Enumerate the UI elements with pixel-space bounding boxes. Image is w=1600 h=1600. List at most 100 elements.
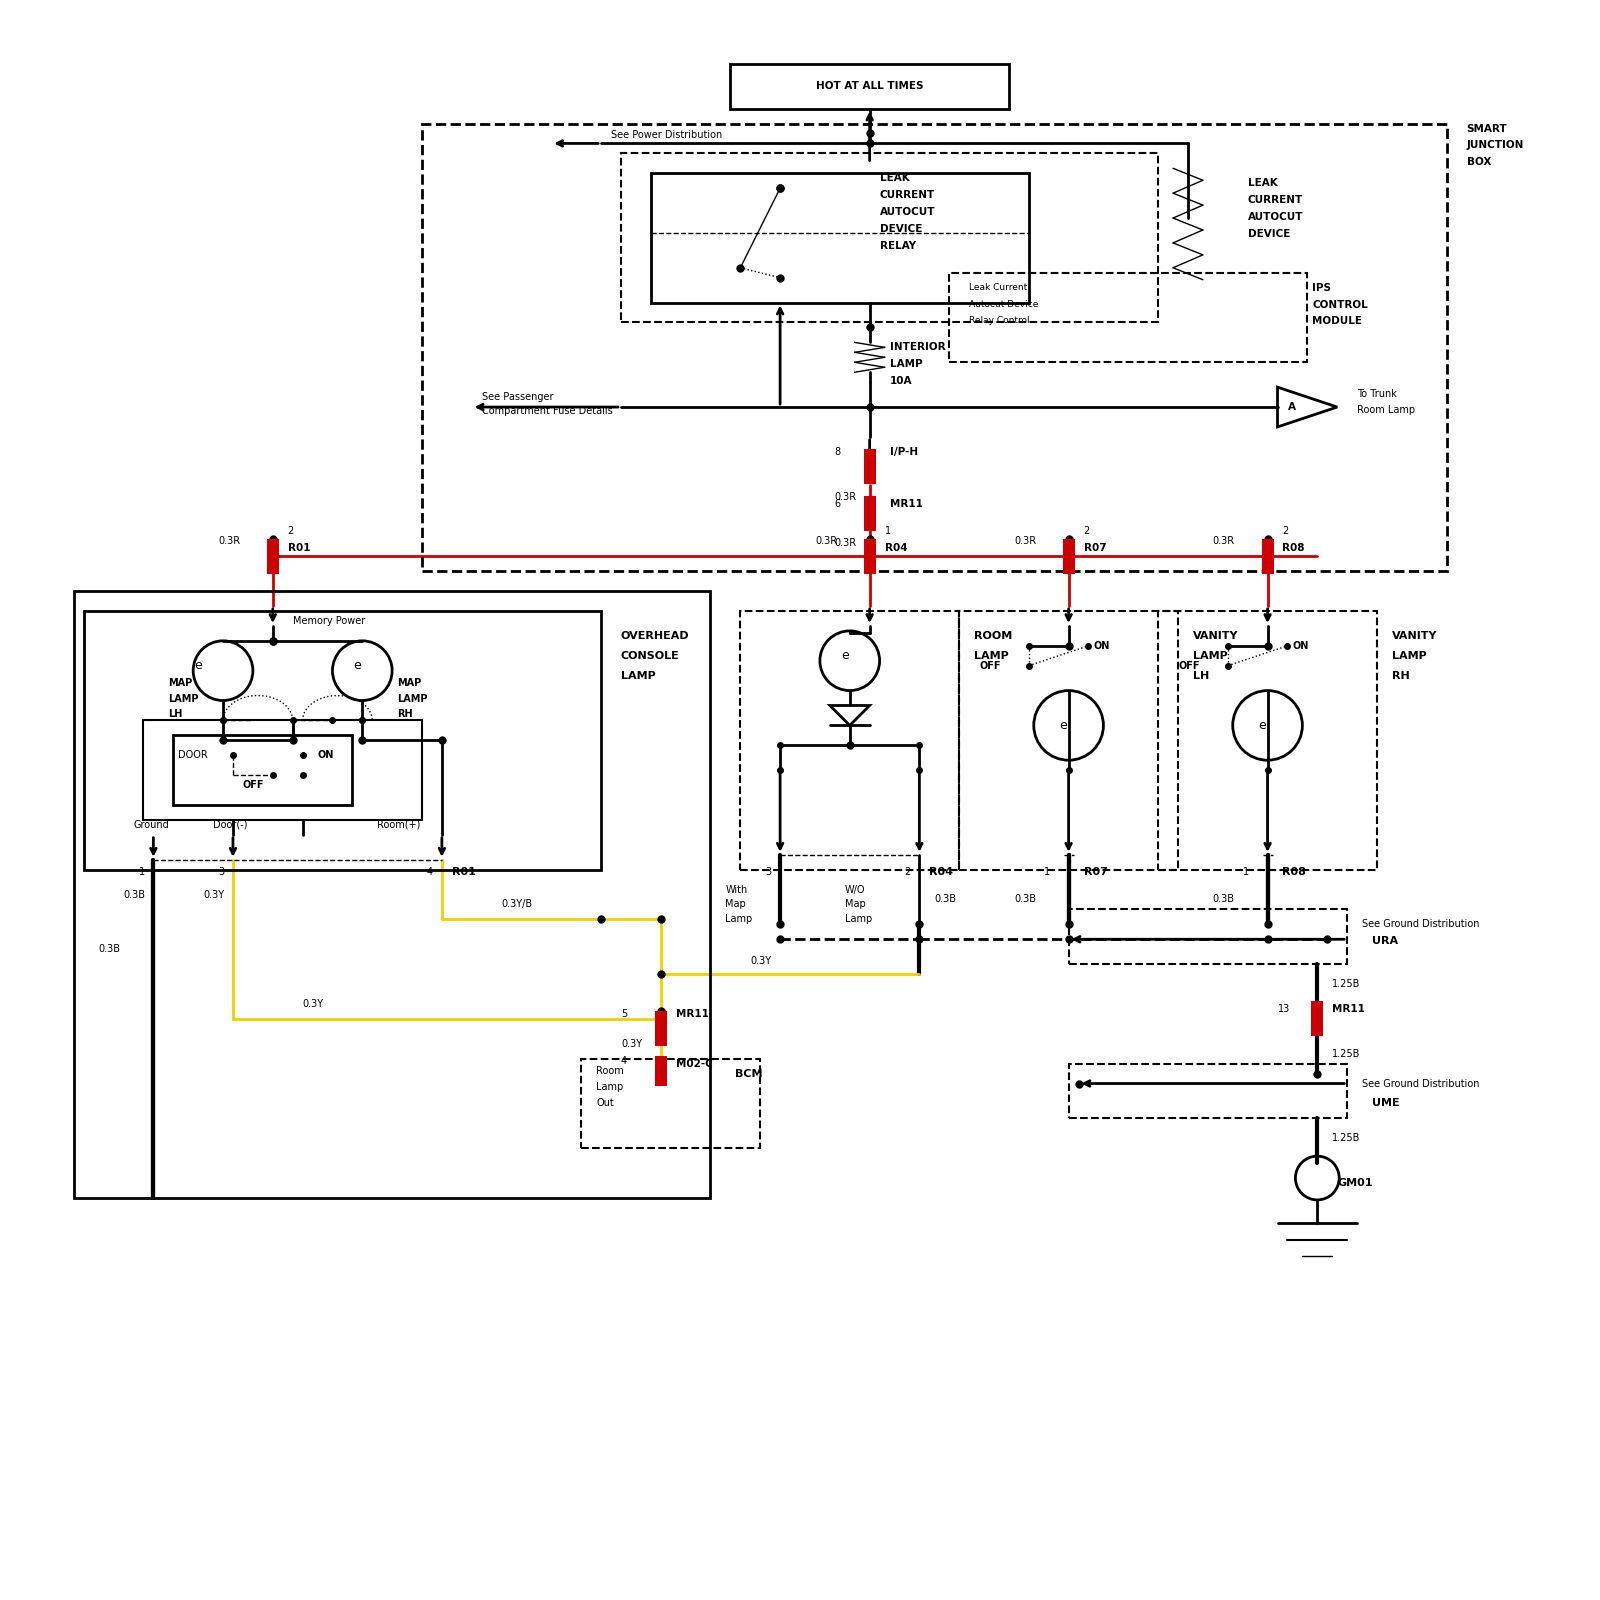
Text: 0.3R: 0.3R: [835, 491, 858, 501]
Text: RH: RH: [1392, 670, 1410, 680]
Text: 6: 6: [835, 499, 842, 509]
Text: W/O: W/O: [845, 885, 866, 894]
Text: Compartment Fuse Details: Compartment Fuse Details: [482, 406, 613, 416]
Text: MAP: MAP: [168, 678, 192, 688]
Text: URA: URA: [1373, 936, 1398, 946]
Text: LAMP: LAMP: [1194, 651, 1227, 661]
Text: ON: ON: [1093, 642, 1110, 651]
Bar: [267, 539, 278, 574]
Text: ON: ON: [1293, 642, 1309, 651]
Text: R01: R01: [451, 867, 475, 877]
Text: SMART: SMART: [1467, 123, 1507, 133]
Text: HOT AT ALL TIMES: HOT AT ALL TIMES: [816, 80, 923, 91]
Text: e: e: [194, 659, 202, 672]
Text: R08: R08: [1283, 867, 1306, 877]
Bar: [654, 1056, 667, 1085]
Text: 0.3R: 0.3R: [835, 538, 858, 549]
Text: AUTOCUT: AUTOCUT: [1248, 213, 1302, 222]
Text: 0.3Y: 0.3Y: [203, 890, 224, 899]
Text: e: e: [842, 650, 848, 662]
Text: 2: 2: [1083, 526, 1090, 536]
Text: 0.3B: 0.3B: [1213, 894, 1235, 904]
Text: CONSOLE: CONSOLE: [621, 651, 680, 661]
Text: 1: 1: [1243, 867, 1250, 877]
Text: 0.3Y/B: 0.3Y/B: [501, 899, 533, 909]
Text: 13: 13: [1277, 1003, 1290, 1014]
Text: LH: LH: [168, 709, 182, 720]
Text: Map: Map: [725, 899, 746, 909]
Text: 2: 2: [904, 867, 910, 877]
Text: 0.3R: 0.3R: [1213, 536, 1235, 546]
Text: 0.3B: 0.3B: [934, 894, 957, 904]
Bar: [651, 173, 1029, 302]
Text: 3: 3: [218, 867, 224, 877]
Text: LH: LH: [1194, 670, 1210, 680]
Bar: [1312, 1002, 1323, 1037]
Bar: [1069, 909, 1347, 965]
Bar: [1062, 539, 1075, 574]
Text: LEAK: LEAK: [1248, 178, 1277, 189]
Text: Memory Power: Memory Power: [293, 616, 365, 626]
Text: 3: 3: [765, 867, 771, 877]
Text: LEAK: LEAK: [880, 173, 909, 184]
Text: R08: R08: [1283, 544, 1306, 554]
Text: CURRENT: CURRENT: [880, 190, 934, 200]
Text: With: With: [725, 885, 747, 894]
Bar: [741, 611, 958, 870]
Text: IPS: IPS: [1312, 283, 1331, 293]
Text: Room(+): Room(+): [378, 819, 421, 830]
Bar: [422, 123, 1446, 571]
Bar: [864, 496, 875, 531]
Bar: [1158, 611, 1378, 870]
Text: 1: 1: [1043, 867, 1050, 877]
Text: VANITY: VANITY: [1194, 630, 1238, 642]
Text: Leak Current: Leak Current: [970, 283, 1027, 293]
Text: 4: 4: [427, 867, 434, 877]
Text: R07: R07: [1083, 544, 1106, 554]
Text: 1.25B: 1.25B: [1333, 1133, 1360, 1144]
Text: LAMP: LAMP: [974, 651, 1010, 661]
Text: Map: Map: [845, 899, 866, 909]
Text: JUNCTION: JUNCTION: [1467, 141, 1523, 150]
Bar: [1069, 1064, 1347, 1118]
Bar: [730, 64, 1010, 109]
Text: MR11: MR11: [890, 499, 923, 509]
Text: VANITY: VANITY: [1392, 630, 1437, 642]
Text: LAMP: LAMP: [1392, 651, 1427, 661]
Text: Room: Room: [597, 1066, 624, 1075]
Text: 0.3Y: 0.3Y: [302, 998, 323, 1010]
Text: 0.3R: 0.3R: [218, 536, 240, 546]
Text: Out: Out: [597, 1099, 614, 1109]
Text: RH: RH: [397, 709, 413, 720]
Text: OFF: OFF: [979, 661, 1000, 670]
Text: CURRENT: CURRENT: [1248, 195, 1302, 205]
Bar: [958, 611, 1178, 870]
Text: UME: UME: [1373, 1099, 1400, 1109]
Text: 0.3R: 0.3R: [1014, 536, 1037, 546]
Bar: [949, 272, 1307, 362]
Text: DEVICE: DEVICE: [880, 224, 922, 234]
Bar: [144, 720, 422, 819]
Text: OVERHEAD: OVERHEAD: [621, 630, 690, 642]
Text: 0.3Y: 0.3Y: [621, 1038, 642, 1048]
Text: See Passenger: See Passenger: [482, 392, 554, 402]
Text: R01: R01: [288, 544, 310, 554]
Bar: [1261, 539, 1274, 574]
Bar: [83, 611, 602, 870]
Text: LAMP: LAMP: [397, 693, 427, 704]
Text: GM01: GM01: [1338, 1178, 1373, 1187]
Text: A: A: [1288, 402, 1296, 413]
Text: LAMP: LAMP: [168, 693, 198, 704]
Text: Door(-): Door(-): [213, 819, 248, 830]
Text: e: e: [354, 659, 362, 672]
Text: RELAY: RELAY: [880, 242, 915, 251]
Text: MR11: MR11: [1333, 1003, 1365, 1014]
Text: 2: 2: [1283, 526, 1288, 536]
Text: Autocut Device: Autocut Device: [970, 301, 1038, 309]
Text: 0.3R: 0.3R: [814, 536, 837, 546]
Bar: [654, 1011, 667, 1046]
Text: LAMP: LAMP: [890, 360, 922, 370]
Text: Room Lamp: Room Lamp: [1357, 405, 1416, 414]
Text: M02-C: M02-C: [675, 1059, 712, 1069]
Bar: [864, 450, 875, 485]
